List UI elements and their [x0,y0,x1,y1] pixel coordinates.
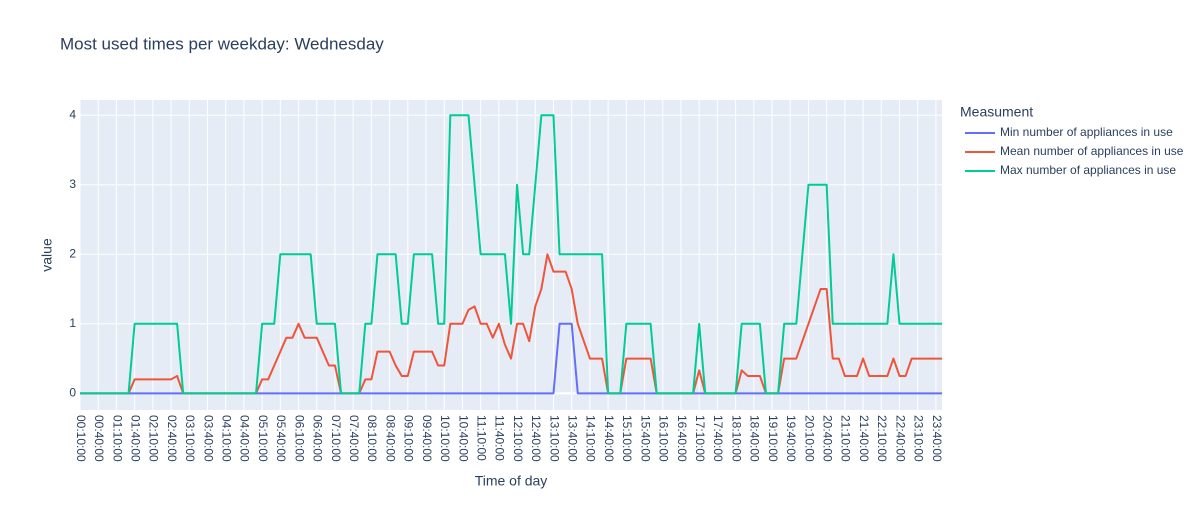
x-tick-label: 10:40:00 [456,415,470,462]
x-tick-label: 00:10:00 [74,415,88,462]
x-tick-label: 20:40:00 [820,415,834,462]
x-tick-label: 17:10:00 [693,415,707,462]
chart-title: Most used times per weekday: Wednesday [60,34,384,53]
x-tick-label: 12:40:00 [529,415,543,462]
x-tick-label: 04:10:00 [220,415,234,462]
x-tick-label: 03:10:00 [183,415,197,462]
x-tick-label: 07:40:00 [347,415,361,462]
legend-title: Measument [960,104,1033,120]
x-tick-label: 17:40:00 [711,415,725,462]
x-tick-label: 14:10:00 [584,415,598,462]
x-tick-label: 11:40:00 [493,415,507,461]
x-tick-label: 11:10:00 [474,415,488,461]
y-tick-label: 1 [69,316,76,330]
x-tick-label: 04:40:00 [238,415,252,462]
x-tick-label: 07:10:00 [329,415,343,462]
x-tick-label: 19:40:00 [784,415,798,462]
legend-label: Max number of appliances in use [1000,163,1176,177]
x-tick-label: 03:40:00 [201,415,215,462]
x-tick-label: 09:40:00 [420,415,434,462]
x-axis-label: Time of day [475,473,548,489]
x-tick-label: 21:40:00 [857,415,871,462]
x-tick-label: 01:40:00 [128,415,142,462]
legend-label: Mean number of appliances in use [1000,144,1184,158]
x-tick-label: 12:10:00 [511,415,525,462]
x-tick-label: 08:40:00 [383,415,397,462]
y-tick-label: 0 [69,385,76,399]
x-tick-label: 23:40:00 [930,415,944,462]
x-tick-label: 05:10:00 [256,415,270,462]
legend-label: Min number of appliances in use [1000,125,1173,139]
x-tick-label: 09:10:00 [402,415,416,462]
x-tick-label: 02:40:00 [165,415,179,462]
x-tick-label: 16:40:00 [675,415,689,462]
x-tick-label: 18:40:00 [748,415,762,462]
x-tick-label: 08:10:00 [365,415,379,462]
x-tick-label: 15:40:00 [638,415,652,462]
data-line [80,114,942,395]
x-tick-label: 14:40:00 [602,415,616,462]
x-tick-label: 18:10:00 [729,415,743,462]
x-tick-label: 19:10:00 [766,415,780,462]
x-tick-label: 10:10:00 [438,415,452,462]
x-tick-label: 21:10:00 [839,415,853,462]
x-tick-label: 06:10:00 [292,415,306,462]
x-tick-label: 15:10:00 [620,415,634,462]
x-tick-label: 22:40:00 [893,415,907,462]
y-tick-label: 3 [69,177,76,191]
y-tick-label: 2 [69,246,76,260]
x-tick-label: 00:40:00 [92,415,106,462]
x-tick-label: 22:10:00 [875,415,889,462]
y-axis-label: value [39,238,55,272]
x-tick-label: 20:10:00 [802,415,816,462]
x-tick-label: 05:40:00 [274,415,288,462]
plot-area [80,100,942,410]
x-tick-label: 23:10:00 [912,415,926,462]
x-tick-label: 02:10:00 [147,415,161,462]
x-tick-label: 13:40:00 [566,415,580,462]
y-tick-label: 4 [69,107,76,121]
x-tick-label: 06:40:00 [311,415,325,462]
x-tick-label: 01:10:00 [110,415,124,462]
x-tick-label: 13:10:00 [547,415,561,462]
x-tick-label: 16:10:00 [657,415,671,462]
